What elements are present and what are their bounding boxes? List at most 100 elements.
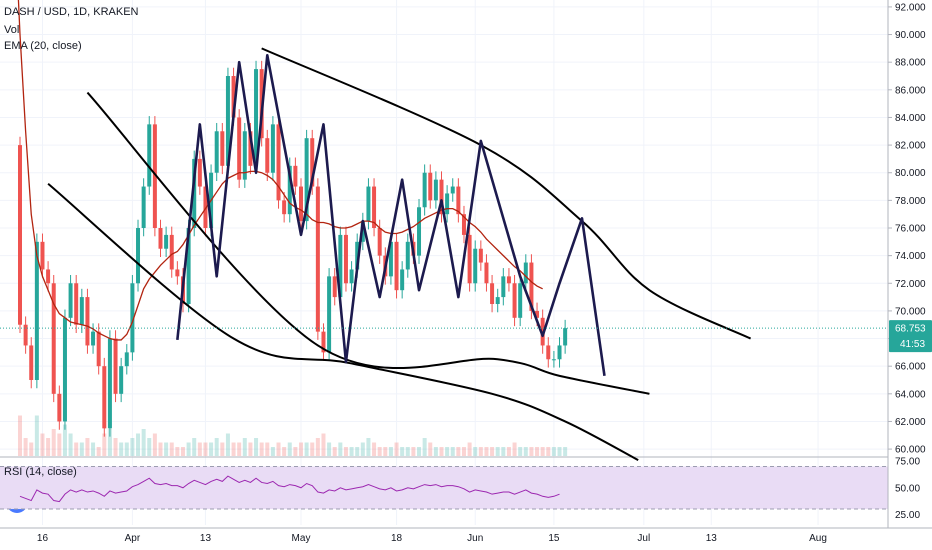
- volume-bar: [478, 447, 483, 456]
- candle-body: [29, 345, 34, 380]
- volume-bar: [490, 447, 495, 456]
- volume-bar: [136, 433, 141, 456]
- volume-bar: [366, 438, 371, 456]
- volume-bar: [141, 429, 146, 456]
- candle-body: [478, 248, 483, 263]
- ema-legend[interactable]: EMA (20, close): [4, 40, 82, 52]
- candle-body: [349, 269, 354, 284]
- candle-body: [46, 269, 51, 284]
- candle-body: [270, 124, 275, 173]
- volume-bar: [102, 433, 107, 456]
- rsi-tick-label: 50.00: [895, 483, 920, 494]
- price-tick-label: 72.000: [895, 279, 926, 290]
- volume-bar: [411, 447, 416, 456]
- time-axis[interactable]: 16 Apr 13 May 18 Jun 15 Jul 13 Aug: [0, 527, 932, 544]
- price-tick-label: 74.000: [895, 251, 926, 262]
- candle-body: [107, 338, 112, 429]
- candle-body: [91, 331, 96, 346]
- volume-bar: [394, 442, 399, 456]
- countdown-label: 41:53: [900, 339, 925, 350]
- volume-bar: [360, 442, 365, 456]
- candle-body: [175, 269, 180, 277]
- volume-bar: [270, 447, 275, 456]
- candle-body: [501, 276, 506, 298]
- candle-body: [512, 283, 517, 318]
- volume-bar: [225, 433, 230, 456]
- price-tick-label: 84.000: [895, 113, 926, 124]
- candle-body: [203, 186, 208, 228]
- candle-body: [62, 317, 67, 422]
- volume-bar: [96, 447, 101, 456]
- candle-body: [152, 124, 157, 228]
- volume-bar: [237, 442, 242, 456]
- volume-bar: [259, 442, 264, 456]
- candle-body: [417, 207, 422, 256]
- candle-body: [282, 200, 287, 215]
- price-axis[interactable]: 60.00062.00064.00066.00068.00070.00072.0…: [887, 0, 932, 528]
- volume-bar: [439, 447, 444, 456]
- volume-bar: [557, 447, 562, 456]
- rsi-line: [19, 475, 560, 503]
- volume-bar: [113, 438, 118, 456]
- candle-body: [557, 345, 562, 360]
- candle-body: [332, 276, 337, 298]
- time-tick-label: 18: [391, 533, 403, 544]
- rsi-band: [0, 466, 888, 510]
- volume-bar: [231, 442, 236, 456]
- volume-legend[interactable]: Vol: [4, 24, 20, 36]
- candle-body: [535, 310, 540, 318]
- candle-body: [428, 172, 433, 201]
- volume-bar: [501, 447, 506, 456]
- candle-body: [484, 262, 489, 284]
- volume-bar: [293, 447, 298, 456]
- price-tick-label: 62.000: [895, 417, 926, 428]
- volume-bar: [495, 447, 500, 456]
- price-tick-label: 64.000: [895, 389, 926, 400]
- volume-bar: [321, 433, 326, 456]
- volume-bar: [445, 447, 450, 456]
- candle-body: [220, 131, 225, 166]
- volume-bar: [68, 433, 73, 456]
- volume-bar: [197, 442, 202, 456]
- candle-body: [422, 172, 427, 208]
- volume-bar: [29, 442, 34, 456]
- volume-bar: [523, 447, 528, 456]
- volume-bar: [214, 438, 219, 456]
- candle-body: [299, 186, 303, 222]
- volume-bar: [107, 429, 112, 456]
- volume-bar: [169, 442, 174, 456]
- candle-body: [136, 228, 141, 284]
- time-tick-label: Jul: [637, 533, 650, 544]
- volume-bar: [152, 433, 157, 456]
- channel-lines: [47, 47, 752, 462]
- candle-body: [79, 297, 84, 325]
- candle-body: [192, 158, 197, 228]
- candle-body: [377, 228, 382, 256]
- volume-bar: [51, 429, 56, 456]
- volume-bar: [254, 438, 259, 456]
- symbol-legend[interactable]: DASH / USD, 1D, KRAKEN: [4, 6, 139, 18]
- rsi-legend[interactable]: RSI (14, close): [4, 466, 77, 478]
- candle-body: [518, 283, 523, 318]
- candle-body: [445, 193, 450, 215]
- candle-body: [186, 228, 191, 304]
- volume-bar: [74, 442, 79, 456]
- volume-bar: [282, 447, 287, 456]
- volume-bar: [405, 447, 410, 456]
- volume-bar: [540, 447, 545, 456]
- candle-body: [433, 179, 438, 201]
- volume-bar: [265, 442, 270, 456]
- volume-bar: [343, 447, 348, 456]
- ema-line: [17, 0, 543, 341]
- volume-bar: [158, 442, 163, 456]
- volume-bar: [186, 442, 191, 456]
- volume-bar: [332, 447, 337, 456]
- volume-bar: [18, 415, 22, 456]
- candle-body: [551, 359, 556, 361]
- volume-bar: [388, 447, 393, 456]
- ema-20-line: [17, 0, 543, 341]
- candle-body: [276, 124, 281, 201]
- price-tick-label: 70.000: [895, 306, 926, 317]
- last-price-badge: [889, 320, 932, 353]
